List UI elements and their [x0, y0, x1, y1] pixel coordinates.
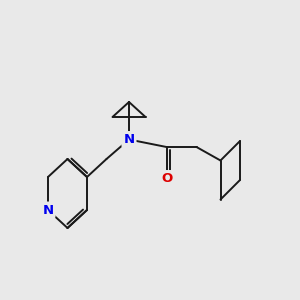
Text: N: N: [123, 133, 135, 146]
Text: O: O: [161, 172, 172, 185]
Text: N: N: [42, 203, 54, 217]
